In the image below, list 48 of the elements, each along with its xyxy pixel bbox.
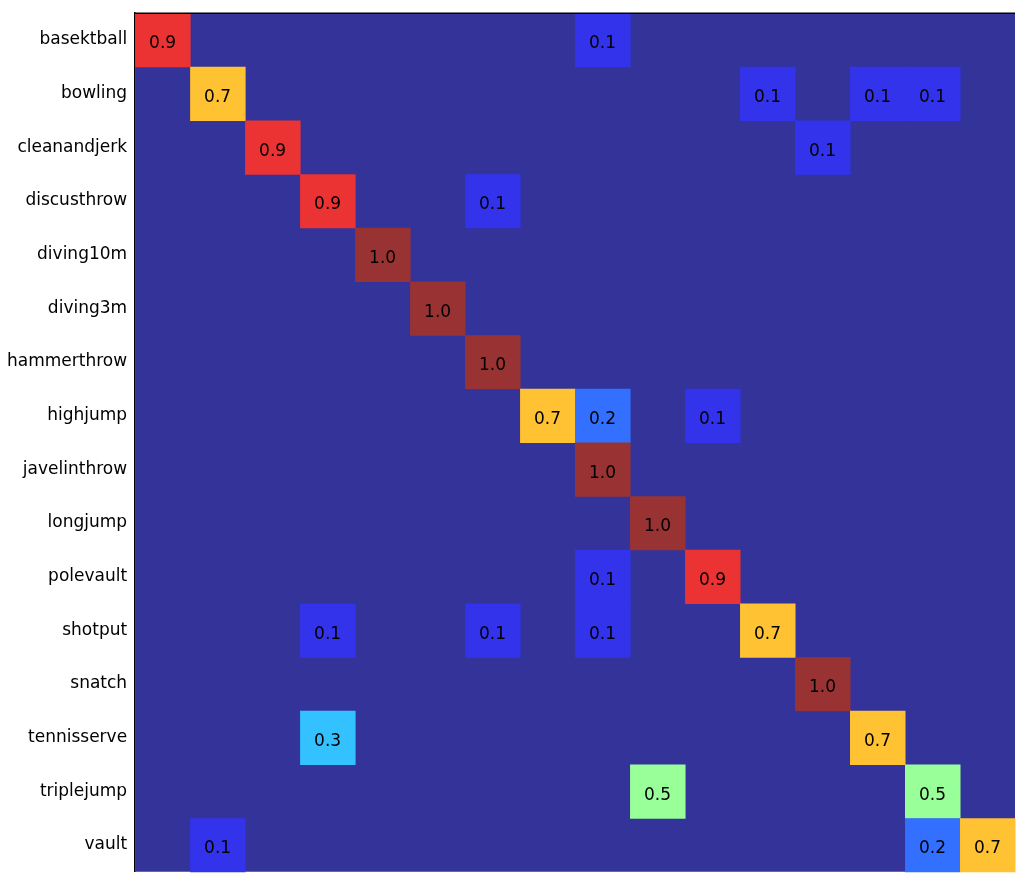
y-tick-label: shotput (62, 618, 128, 639)
data-label: 1.0 (809, 676, 837, 697)
data-label: 0.1 (589, 569, 617, 590)
y-tick-label: triplejump (39, 779, 128, 800)
y-tick-label: cleanandjerk (17, 135, 128, 156)
data-label: 1.0 (479, 354, 507, 375)
y-tick-label: snatch (70, 672, 128, 693)
data-label: 0.1 (754, 86, 782, 107)
data-label: 0.1 (589, 622, 617, 643)
data-label: 0.7 (864, 730, 892, 751)
data-label: 0.7 (973, 837, 1002, 858)
y-tick-label: discusthrow (25, 189, 128, 210)
y-tick-label: hammerthrow (7, 350, 128, 371)
data-label: 0.1 (809, 139, 837, 160)
data-label: 0.7 (754, 622, 782, 643)
data-label: 0.9 (699, 569, 727, 590)
data-label: 1.0 (644, 515, 672, 536)
data-label: 1.0 (589, 461, 617, 482)
y-tick-label: highjump (47, 404, 128, 425)
data-label: 0.2 (589, 408, 617, 429)
data-label: 0.7 (534, 408, 562, 429)
y-tick-label: polevault (48, 565, 128, 586)
y-tick-label: diving10m (37, 243, 128, 264)
data-label: 0.9 (259, 139, 287, 160)
y-tick-label: longjump (47, 511, 128, 532)
data-label: 0.5 (918, 783, 947, 804)
data-label: 0.1 (479, 193, 507, 214)
y-tick-label: javelinthrow (21, 457, 128, 478)
data-label: 0.9 (314, 193, 342, 214)
y-tick-label: vault (84, 833, 128, 854)
data-label: 1.0 (424, 300, 452, 321)
data-label: 0.9 (149, 32, 177, 53)
y-tick-label: tennisserve (28, 726, 128, 747)
y-tick-label: basektball (39, 28, 128, 49)
data-label: 0.5 (644, 783, 672, 804)
data-label: 0.1 (204, 837, 232, 858)
data-label: 0.1 (864, 86, 892, 107)
data-label: 1.0 (369, 247, 397, 268)
data-label: 0.3 (314, 730, 342, 751)
data-label: 0.1 (589, 32, 617, 53)
data-label: 0.1 (918, 86, 947, 107)
data-label: 0.1 (699, 408, 727, 429)
data-label: 0.7 (204, 86, 232, 107)
data-label: 0.1 (479, 622, 507, 643)
y-tick-label: diving3m (47, 296, 128, 317)
data-label: 0.2 (918, 837, 947, 858)
data-label: 0.1 (314, 622, 342, 643)
y-tick-label: bowling (61, 82, 128, 103)
